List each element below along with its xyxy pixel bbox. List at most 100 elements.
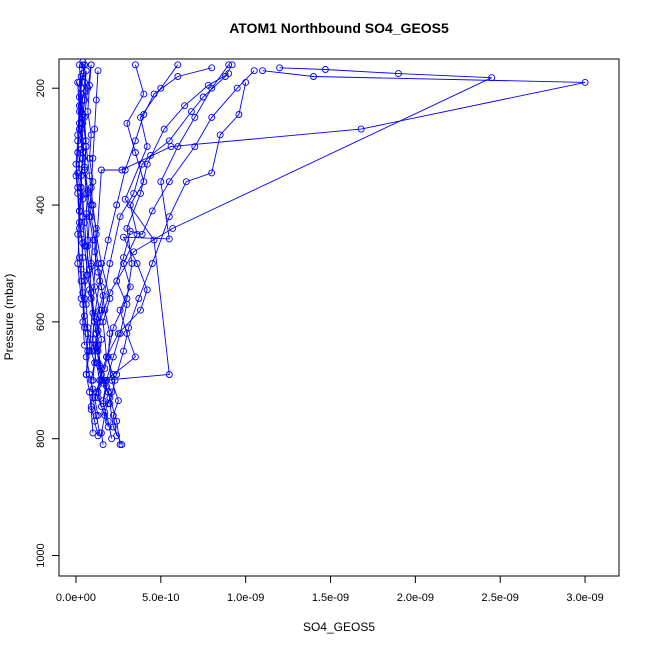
- data-point: [81, 219, 88, 227]
- data-point: [191, 113, 199, 121]
- data-point: [125, 324, 133, 332]
- data-point: [160, 125, 168, 133]
- data-point: [394, 70, 402, 78]
- data-point: [81, 341, 88, 349]
- data-point: [91, 283, 99, 291]
- data-point: [74, 260, 82, 267]
- data-point: [75, 78, 83, 86]
- y-tick-label: 1000: [35, 543, 47, 567]
- data-point: [82, 353, 90, 361]
- data-point: [130, 248, 138, 256]
- data-point: [208, 169, 216, 177]
- data-point: [131, 353, 139, 361]
- y-tick-label: 600: [35, 313, 47, 331]
- data-point: [87, 61, 95, 69]
- data-point: [310, 73, 317, 80]
- data-point: [113, 201, 121, 209]
- series-line: [80, 64, 119, 436]
- data-point: [82, 271, 90, 279]
- data-point: [191, 143, 199, 151]
- x-tick-label: 5.0e-10: [142, 592, 179, 604]
- data-point: [199, 93, 207, 101]
- y-axis: 200 400 600 800 1000: [35, 79, 60, 568]
- data-point: [276, 64, 284, 72]
- data-point: [242, 78, 250, 86]
- data-point: [157, 178, 165, 186]
- series-line: [104, 64, 145, 404]
- data-point: [174, 61, 182, 69]
- data-point: [204, 81, 212, 89]
- data-point: [137, 189, 144, 197]
- data-point: [99, 397, 107, 405]
- data-point: [89, 178, 97, 186]
- data-point: [94, 359, 102, 367]
- data-point: [165, 235, 173, 243]
- data-point: [113, 432, 121, 440]
- data-point: [113, 277, 121, 285]
- x-tick-label: 1.0e-09: [227, 592, 264, 604]
- data-point: [79, 70, 87, 78]
- data-point: [87, 201, 95, 209]
- plot-frame: [58, 58, 620, 577]
- data-point: [165, 371, 173, 378]
- data-point: [109, 353, 117, 361]
- data-point: [140, 111, 148, 118]
- data-point: [169, 224, 177, 232]
- data-point: [123, 224, 131, 232]
- data-point: [123, 295, 131, 302]
- data-point: [87, 262, 95, 270]
- data-point: [87, 403, 95, 411]
- data-point: [97, 376, 105, 384]
- x-tick-label: 3.0e-09: [566, 592, 603, 604]
- data-point: [92, 344, 100, 352]
- series-line: [102, 70, 255, 401]
- data-point: [225, 70, 233, 78]
- data-point: [137, 306, 144, 314]
- data-point: [357, 125, 365, 133]
- series-line: [75, 82, 94, 433]
- data-point: [181, 102, 189, 110]
- data-point: [123, 119, 131, 127]
- data-point: [81, 163, 88, 171]
- x-tick-label: 0.0e+00: [56, 592, 96, 604]
- data-point: [77, 277, 85, 285]
- data-point: [130, 189, 138, 197]
- x-axis-label: SO4_GEOS5: [303, 620, 375, 634]
- data-point: [208, 64, 216, 72]
- data-point: [228, 61, 236, 69]
- data-point: [581, 78, 589, 86]
- data-point: [77, 265, 85, 273]
- data-point: [126, 283, 134, 291]
- data-point: [208, 113, 216, 121]
- data-point: [216, 131, 224, 139]
- data-point: [99, 292, 107, 300]
- data-point: [174, 73, 182, 80]
- data-point: [106, 394, 114, 402]
- series-line: [97, 64, 179, 407]
- data-point: [157, 84, 165, 92]
- data-point: [89, 309, 97, 317]
- series-line: [104, 73, 229, 369]
- data-point: [143, 286, 151, 294]
- data-point: [182, 178, 190, 186]
- data-point: [75, 219, 83, 227]
- data-point: [133, 260, 141, 267]
- data-point: [131, 149, 139, 156]
- data-point: [79, 239, 87, 247]
- data-point: [86, 286, 93, 294]
- data-point: [75, 93, 83, 101]
- data-point: [106, 289, 114, 297]
- data-point: [108, 435, 116, 443]
- data-point: [86, 81, 93, 89]
- data-point: [74, 137, 82, 145]
- data-point: [74, 169, 82, 177]
- data-point: [121, 195, 129, 203]
- data-point: [77, 192, 85, 200]
- data-point: [150, 90, 158, 98]
- data-point: [118, 166, 126, 174]
- data-point: [187, 108, 195, 116]
- data-point: [97, 166, 105, 174]
- data-point: [81, 312, 88, 320]
- data-point: [94, 268, 102, 276]
